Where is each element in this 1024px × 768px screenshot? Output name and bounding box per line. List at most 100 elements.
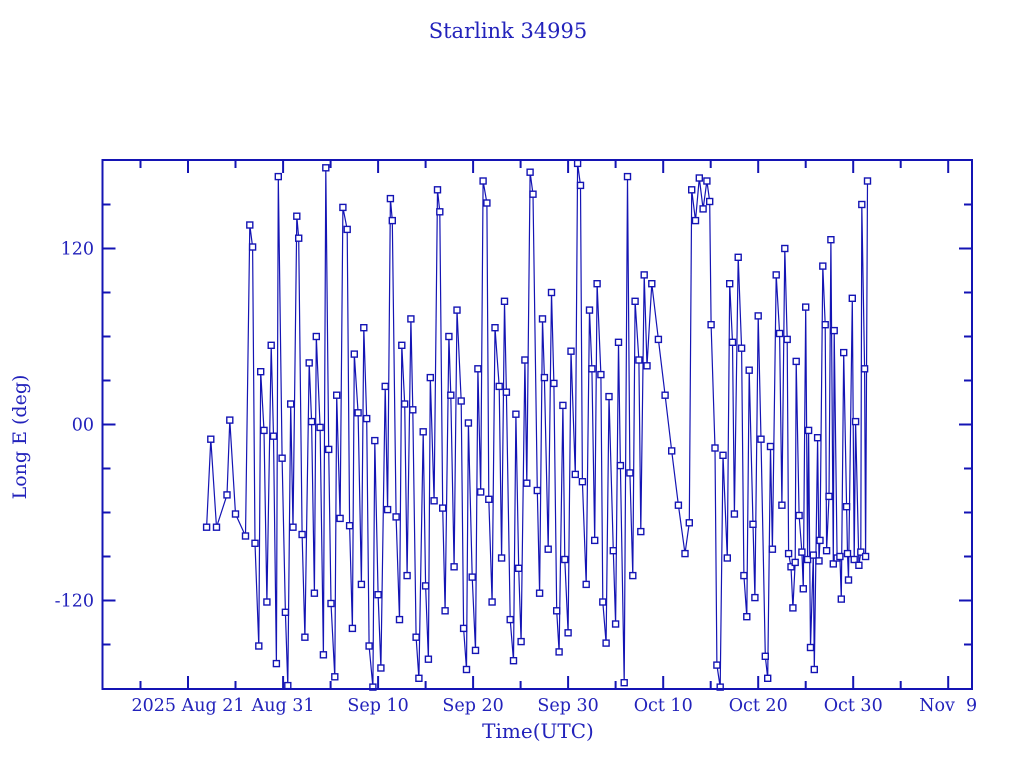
data-point-marker <box>827 235 835 244</box>
data-point-marker <box>260 426 268 435</box>
x-tick-label: Sep 20 <box>442 696 503 716</box>
y-tick-label: 120 <box>61 240 94 260</box>
data-point-marker <box>703 177 711 185</box>
data-point-marker <box>751 593 759 602</box>
data-point-marker <box>578 478 587 486</box>
data-point-marker <box>813 434 822 442</box>
data-point-marker <box>761 652 769 660</box>
data-point-marker <box>843 549 852 558</box>
data-point-marker <box>819 262 827 270</box>
data-point-marker <box>331 673 339 681</box>
data-point-marker <box>468 573 476 581</box>
data-point-marker <box>737 344 746 352</box>
data-point-marker <box>582 580 590 589</box>
data-point-marker <box>576 181 585 190</box>
x-axis-ticks <box>139 160 950 689</box>
y-axis-ticks <box>102 203 972 646</box>
data-point-marker <box>350 350 358 358</box>
data-point-marker <box>837 595 845 603</box>
data-point-marker <box>377 664 385 672</box>
data-point-marker <box>810 665 818 674</box>
data-point-marker <box>861 552 870 561</box>
data-point-marker <box>851 417 860 426</box>
data-point-marker <box>477 488 485 496</box>
data-point-marker <box>459 624 468 633</box>
data-point-marker <box>464 419 473 427</box>
data-point-marker <box>360 324 368 332</box>
data-point-marker <box>363 414 371 423</box>
x-tick-label: 2025 Aug 21 <box>131 696 244 716</box>
data-point-marker <box>757 435 765 443</box>
data-point-marker <box>754 312 762 320</box>
data-point-marker <box>274 172 282 181</box>
data-point-marker <box>804 426 813 435</box>
data-point-marker <box>433 186 442 194</box>
data-point-marker <box>778 501 786 509</box>
data-point-marker <box>695 174 703 182</box>
data-point-marker <box>609 547 617 555</box>
x-axis-tick-labels: 2025 Aug 21 Aug 31 Sep 10 Sep 20 Sep 30 Oct 1… <box>131 696 977 716</box>
data-point-marker <box>809 551 817 559</box>
data-point-marker <box>412 633 420 641</box>
data-point-marker <box>348 624 357 633</box>
data-point-marker <box>538 315 547 323</box>
data-point-marker <box>573 159 582 168</box>
data-point-marker <box>526 168 534 176</box>
data-point-marker <box>567 347 575 355</box>
data-point-marker <box>426 373 434 382</box>
data-point-marker <box>312 332 320 341</box>
y-axis-title: Long E (deg) <box>9 375 31 500</box>
data-point-marker <box>502 388 511 396</box>
data-point-marker <box>450 563 458 571</box>
data-point-marker <box>688 186 696 194</box>
data-point-marker <box>231 510 240 518</box>
data-point-marker <box>781 244 789 253</box>
data-point-marker <box>495 382 503 391</box>
data-point-marker <box>803 555 812 564</box>
data-point-marker <box>858 200 866 209</box>
data-point-marker <box>840 348 848 357</box>
data-point-marker <box>241 532 250 540</box>
data-point-marker <box>523 479 531 487</box>
data-point-marker <box>726 280 734 288</box>
data-point-marker <box>398 341 406 349</box>
data-point-marker <box>855 561 863 569</box>
chart-title: Starlink 34995 <box>429 19 588 43</box>
data-point-marker <box>711 444 719 452</box>
data-point-marker <box>806 643 815 652</box>
x-tick-label: Aug 31 <box>251 696 315 716</box>
data-point-marker <box>629 571 637 580</box>
data-point-marker <box>453 306 461 314</box>
data-point-marker <box>497 554 506 562</box>
data-point-marker <box>547 288 556 297</box>
data-point-marker <box>588 365 596 373</box>
data-point-marker <box>226 416 234 424</box>
data-point-marker <box>616 461 625 470</box>
data-point-marker <box>821 321 829 329</box>
data-point-marker <box>544 545 552 553</box>
data-point-marker <box>784 549 793 558</box>
data-point-marker <box>298 530 306 539</box>
data-point-marker <box>369 683 377 691</box>
data-point-marker <box>287 400 295 408</box>
data-point-marker <box>307 417 316 426</box>
data-point-marker <box>479 177 487 185</box>
data-point-marker <box>795 511 803 520</box>
data-point-marker <box>491 324 499 332</box>
data-point-marker <box>775 329 784 338</box>
data-point-marker <box>571 470 579 479</box>
data-point-marker <box>471 646 480 655</box>
data-point-marker <box>212 523 221 531</box>
x-axis-title: Time(UTC) <box>482 719 594 743</box>
x-tick-label: Oct 10 <box>634 696 693 716</box>
data-point-marker <box>509 657 518 665</box>
data-point-marker <box>401 400 409 408</box>
data-point-marker <box>371 436 379 445</box>
data-point-marker <box>848 294 856 302</box>
data-point-marker <box>772 271 780 279</box>
data-point-marker <box>333 391 341 399</box>
x-tick-label: Sep 30 <box>537 696 598 716</box>
data-point-marker <box>325 445 333 454</box>
data-point-marker <box>202 523 211 531</box>
data-point-marker <box>421 582 430 590</box>
